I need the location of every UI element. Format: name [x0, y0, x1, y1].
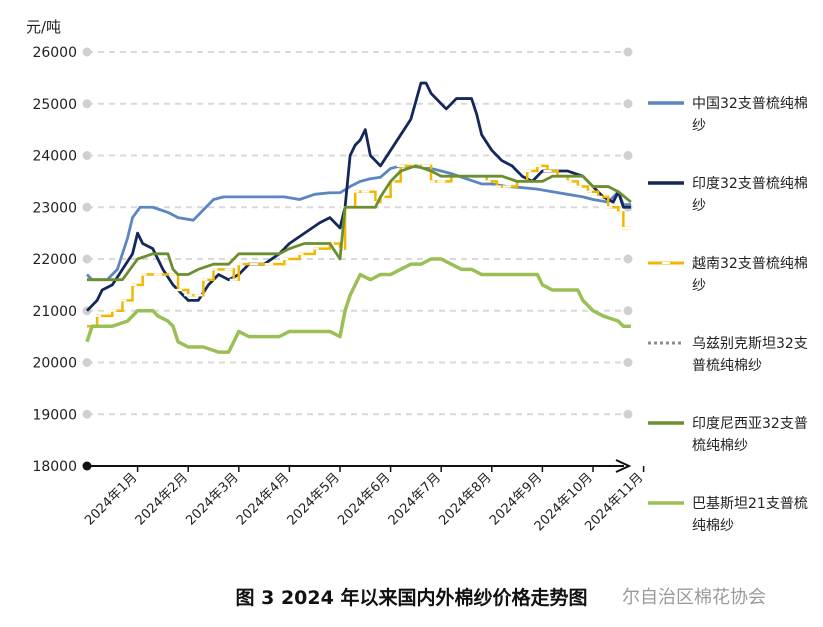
- legend-label: 越南32支普梳纯棉纱: [692, 255, 808, 294]
- legend-item-5: 印度尼西亚32支普梳纯棉纱: [648, 416, 808, 454]
- watermark-text: 尔自治区棉花协会: [622, 587, 766, 608]
- gridline-end-dot: [623, 151, 633, 160]
- x-axis: 2024年1月2024年2月2024年3月2024年4月2024年5月2024年…: [82, 459, 646, 534]
- legend-label: 中国32支普梳纯棉纱: [692, 95, 808, 134]
- figure-caption: 图 3 2024 年以来国内外棉纱价格走势图: [235, 587, 588, 609]
- legend-label: 印度32支普梳纯棉纱: [692, 175, 808, 214]
- x-tick-label: 2024年7月: [386, 470, 444, 528]
- y-tick-label: 24000: [32, 149, 77, 165]
- x-tick-label: 2024年8月: [436, 470, 494, 528]
- gridline-start-dot: [82, 358, 92, 367]
- legend-item-6: 巴基斯坦21支普梳纯棉纱: [648, 495, 808, 534]
- gridline-end-dot: [623, 47, 633, 57]
- x-axis-origin-dot: [82, 461, 92, 471]
- gridline-start-dot: [82, 409, 92, 419]
- y-tick-label: 23000: [32, 200, 77, 216]
- series-lines: [85, 81, 635, 354]
- y-tick-label: 20000: [32, 356, 77, 372]
- legend-label: 巴基斯坦21支普梳纯棉纱: [692, 495, 808, 534]
- x-tick-label: 2024年5月: [285, 470, 343, 528]
- y-tick-label: 25000: [32, 97, 77, 113]
- x-tick-label: 2024年6月: [335, 470, 393, 528]
- y-axis-ticks: 18000 19000 20000 21000 22000 23000 24000 25000…: [32, 45, 77, 475]
- x-tick-label: 2024年4月: [234, 470, 292, 528]
- grid-lines: [82, 47, 633, 419]
- y-axis-unit-label: 元/吨: [26, 18, 61, 36]
- y-tick-label: 22000: [32, 252, 77, 268]
- gridline-end-dot: [623, 254, 633, 264]
- series-line-6: [85, 257, 631, 354]
- legend-item-1: 中国32支普梳纯棉纱: [648, 95, 808, 134]
- x-tick-label: 2024年3月: [183, 470, 241, 528]
- legend-label: 乌兹别克斯坦32支普梳纯棉纱: [692, 336, 808, 374]
- gridline-start-dot: [82, 254, 92, 264]
- legend-label: 印度尼西亚32支普梳纯棉纱: [692, 416, 808, 454]
- x-axis-arrow: [615, 459, 632, 473]
- gridline-end-dot: [623, 409, 633, 419]
- legend-item-3: 越南32支普梳纯棉纱: [648, 255, 808, 294]
- gridline-start-dot: [82, 47, 92, 57]
- gridline-end-dot: [623, 306, 633, 316]
- y-tick-label: 18000: [32, 459, 77, 475]
- gridline-end-dot: [623, 99, 633, 109]
- x-tick-label: 2024年1月: [82, 470, 140, 528]
- gridline-end-dot: [623, 358, 633, 367]
- series-line-1: [85, 164, 631, 282]
- y-tick-label: 26000: [32, 45, 77, 61]
- legend-item-4: 乌兹别克斯坦32支普梳纯棉纱: [648, 336, 808, 374]
- gridline-start-dot: [82, 151, 92, 160]
- y-tick-label: 21000: [32, 304, 77, 320]
- legend-item-2: 印度32支普梳纯棉纱: [648, 175, 808, 214]
- gridline-start-dot: [82, 99, 92, 109]
- series-line-5: [87, 164, 632, 282]
- gridline-start-dot: [82, 202, 92, 212]
- x-tick-label: 2024年2月: [133, 470, 191, 528]
- y-tick-label: 19000: [32, 407, 77, 423]
- legend: 中国32支普梳纯棉纱印度32支普梳纯棉纱越南32支普梳纯棉纱乌兹别克斯坦32支普…: [648, 95, 808, 534]
